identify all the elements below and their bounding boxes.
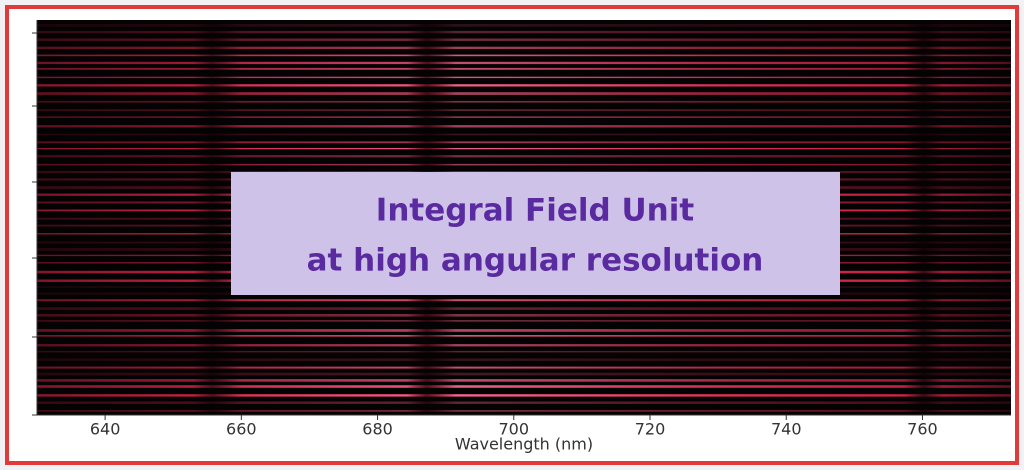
spectrum-trace [37, 67, 1011, 70]
x-tick-label: 700 [499, 420, 530, 439]
spectrum-trace [37, 379, 1011, 382]
x-tick-label: 760 [907, 420, 938, 439]
spectrum-trace [37, 100, 1011, 103]
spectrum-trace [37, 314, 1011, 317]
spectrum-trace [37, 46, 1011, 49]
spectrum-trace [37, 125, 1011, 128]
spectrum-trace [37, 307, 1011, 310]
spectrum-trace [37, 148, 1011, 150]
spectrum-trace [37, 54, 1011, 57]
annotation: at high angular resolution [307, 243, 764, 279]
spectrum-trace [37, 335, 1011, 337]
spectrum-trace [37, 372, 1011, 376]
spectrum-trace [37, 401, 1011, 404]
x-tick-label: 640 [90, 420, 121, 439]
spectrum-trace [37, 344, 1011, 347]
spectrum-trace [37, 350, 1011, 353]
spectrum-trace [37, 84, 1011, 87]
x-tick-label: 720 [635, 420, 666, 439]
annotation: Integral Field Unit [376, 193, 695, 229]
spectrum-trace [37, 133, 1011, 136]
spectrum-trace [37, 116, 1011, 118]
spectrum-trace [37, 92, 1011, 95]
spectrum-trace [37, 329, 1011, 332]
x-tick-label: 740 [771, 420, 802, 439]
spectrum-trace [37, 61, 1011, 65]
spectrum-trace [37, 30, 1011, 34]
spectrum-trace [37, 410, 1011, 412]
x-tick-label: 680 [362, 420, 393, 439]
annotation-box [231, 172, 840, 295]
spectrum-trace [37, 358, 1011, 361]
spectrum-trace [37, 24, 1011, 27]
spectrum-trace [37, 385, 1011, 388]
spectrum-trace [37, 394, 1011, 397]
spectrum-trace [37, 141, 1011, 144]
spectrum-trace [37, 163, 1011, 166]
spectrum-trace [37, 320, 1011, 322]
spectrum-trace [37, 366, 1011, 369]
y-axis [32, 20, 38, 416]
spectrum-trace [37, 155, 1011, 158]
spectrum-trace [37, 38, 1011, 41]
spectrum-trace [37, 299, 1011, 302]
x-tick-label: 660 [226, 420, 257, 439]
x-axis-label: Wavelength (nm) [455, 435, 593, 454]
spectrum-trace [37, 76, 1011, 79]
spectrum-trace [37, 109, 1011, 111]
